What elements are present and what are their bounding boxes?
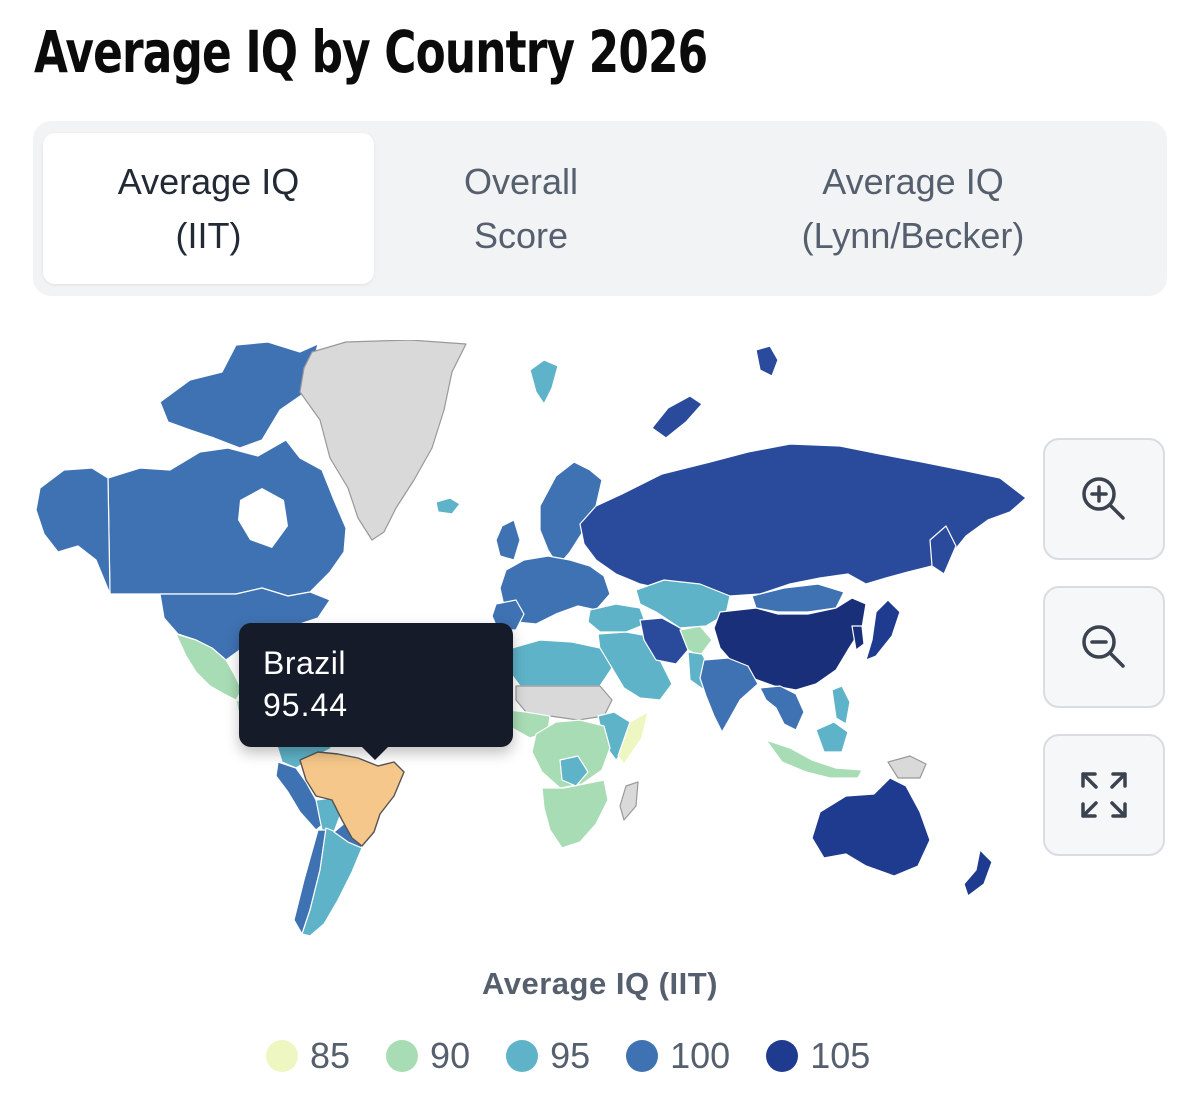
fullscreen-button[interactable] <box>1043 734 1165 856</box>
region-uk-ireland[interactable] <box>495 519 521 561</box>
country-new-guinea[interactable] <box>887 755 927 779</box>
country-turkey[interactable] <box>587 603 647 633</box>
legend-label: 85 <box>310 1035 351 1076</box>
region-central-asia[interactable] <box>635 579 731 629</box>
tab-label-line1: Overall <box>463 160 579 202</box>
region-southern-africa[interactable] <box>541 779 609 849</box>
tooltip-country: Brazil <box>263 645 347 681</box>
tab-label-line1: Average IQ <box>822 160 1004 202</box>
country-canada[interactable] <box>107 439 347 597</box>
country-brazil[interactable] <box>299 751 405 847</box>
tooltip-value: 95.44 <box>263 687 349 723</box>
fullscreen-icon <box>1081 772 1127 818</box>
country-borneo[interactable] <box>815 721 849 753</box>
country-greenland[interactable] <box>299 340 467 541</box>
legend-swatch <box>266 1040 298 1072</box>
island-svalbard[interactable] <box>529 359 559 405</box>
country-new-zealand[interactable] <box>963 849 993 897</box>
world-map[interactable] <box>0 340 1040 960</box>
page-title: Average IQ by Country 2026 <box>34 18 708 86</box>
country-alaska[interactable] <box>35 467 111 595</box>
country-korea[interactable] <box>851 625 865 651</box>
country-japan[interactable] <box>865 599 901 661</box>
map-tooltip: Brazil 95.44 <box>239 623 513 760</box>
legend-swatch <box>386 1040 419 1072</box>
legend-swatch <box>626 1040 659 1072</box>
country-iceland[interactable] <box>435 497 461 515</box>
legend-item[interactable]: 85 <box>266 1035 350 1077</box>
region-southeast-asia[interactable] <box>759 685 805 731</box>
legend-swatch <box>766 1040 799 1072</box>
country-russia[interactable] <box>579 443 1027 597</box>
legend-title: Average IQ (IIT) <box>482 966 718 1001</box>
region-kamchatka[interactable] <box>929 525 957 575</box>
zoom-in-icon <box>1082 477 1125 520</box>
metric-tabs: Average IQ (IIT) Overall Score Average IQ (… <box>33 121 1167 296</box>
legend-item[interactable]: 90 <box>386 1035 470 1077</box>
tab-label-line1: Average IQ <box>117 160 300 202</box>
tab-label-line2: (IIT) <box>175 214 242 256</box>
country-indonesia[interactable] <box>765 739 863 779</box>
island-novaya-zemlya[interactable] <box>651 395 703 439</box>
country-philippines[interactable] <box>831 685 851 725</box>
region-north-africa[interactable] <box>507 639 613 687</box>
country-australia[interactable] <box>811 777 931 877</box>
zoom-in-button[interactable] <box>1043 438 1165 560</box>
country-india[interactable] <box>699 657 759 733</box>
tab-overall-score[interactable]: Overall Score <box>378 133 664 284</box>
country-canada-islands[interactable] <box>159 341 319 449</box>
region-iberia[interactable] <box>491 599 525 631</box>
legend-label: 90 <box>430 1035 471 1076</box>
legend-label: 95 <box>550 1035 591 1076</box>
legend-label: 105 <box>810 1035 871 1076</box>
legend-item[interactable]: 100 <box>626 1035 730 1077</box>
zoom-out-button[interactable] <box>1043 586 1165 708</box>
zoom-out-icon <box>1082 625 1125 668</box>
country-iran[interactable] <box>639 617 689 665</box>
country-madagascar[interactable] <box>619 781 639 821</box>
legend-item[interactable]: 95 <box>506 1035 590 1077</box>
legend: 85 90 95 100 105 <box>266 1033 906 1079</box>
world-map-svg <box>35 340 1027 937</box>
island-severnaya-zemlya[interactable] <box>755 345 779 377</box>
legend-label: 100 <box>670 1035 731 1076</box>
region-congo[interactable] <box>559 755 589 787</box>
country-somalia[interactable] <box>617 711 649 765</box>
legend-swatch <box>506 1040 539 1072</box>
legend-item[interactable]: 105 <box>766 1035 870 1077</box>
region-central-africa[interactable] <box>531 719 611 789</box>
tab-label-line2: Score <box>473 214 569 256</box>
tab-label-line2: (Lynn/Becker) <box>801 214 1025 256</box>
hudson-bay <box>238 488 288 548</box>
tab-average-iq-iit[interactable]: Average IQ (IIT) <box>43 133 374 284</box>
tab-average-iq-lynn-becker[interactable]: Average IQ (Lynn/Becker) <box>673 133 1153 284</box>
